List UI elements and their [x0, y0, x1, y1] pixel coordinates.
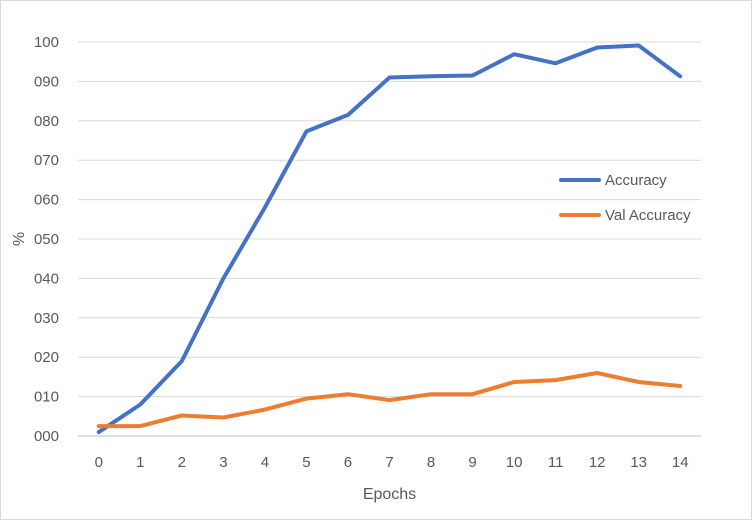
series-lines — [96, 43, 683, 435]
x-tick-label: 2 — [178, 454, 186, 471]
x-axis-title: Epochs — [363, 486, 416, 503]
x-axis-ticks: 0 1 2 3 4 5 6 7 8 9 10 11 12 13 14 — [95, 454, 689, 471]
x-tick-label: 4 — [261, 454, 269, 471]
y-tick-label: 040 — [34, 270, 59, 287]
y-tick-label: 070 — [34, 152, 59, 169]
x-tick-label: 13 — [630, 454, 647, 471]
y-axis-ticks: 000 010 020 030 040 050 060 070 080 090 100 — [34, 34, 59, 445]
series-line-val-accuracy — [96, 371, 683, 429]
x-tick-label: 14 — [672, 454, 689, 471]
legend-label: Accuracy — [605, 172, 667, 189]
x-tick-label: 12 — [589, 454, 606, 471]
x-tick-label: 6 — [344, 454, 352, 471]
x-tick-label: 7 — [385, 454, 393, 471]
x-tick-label: 0 — [95, 454, 103, 471]
x-tick-label: 8 — [427, 454, 435, 471]
x-tick-label: 1 — [136, 454, 144, 471]
x-tick-label: 5 — [302, 454, 310, 471]
y-tick-label: 000 — [34, 428, 59, 445]
x-tick-label: 3 — [219, 454, 227, 471]
series-line-accuracy — [96, 43, 683, 435]
y-tick-label: 030 — [34, 310, 59, 327]
y-tick-label: 090 — [34, 73, 59, 90]
legend-label: Val Accuracy — [605, 207, 691, 224]
y-axis-title: % — [11, 232, 28, 246]
legend: Accuracy Val Accuracy — [559, 172, 691, 224]
x-tick-label: 11 — [548, 454, 564, 471]
y-tick-label: 010 — [34, 389, 59, 406]
x-tick-label: 9 — [468, 454, 476, 471]
y-tick-label: 050 — [34, 231, 59, 248]
y-tick-label: 020 — [34, 349, 59, 366]
y-tick-label: 080 — [34, 113, 59, 130]
y-tick-label: 100 — [34, 34, 59, 51]
x-tick-label: 10 — [506, 454, 523, 471]
y-tick-label: 060 — [34, 192, 59, 209]
